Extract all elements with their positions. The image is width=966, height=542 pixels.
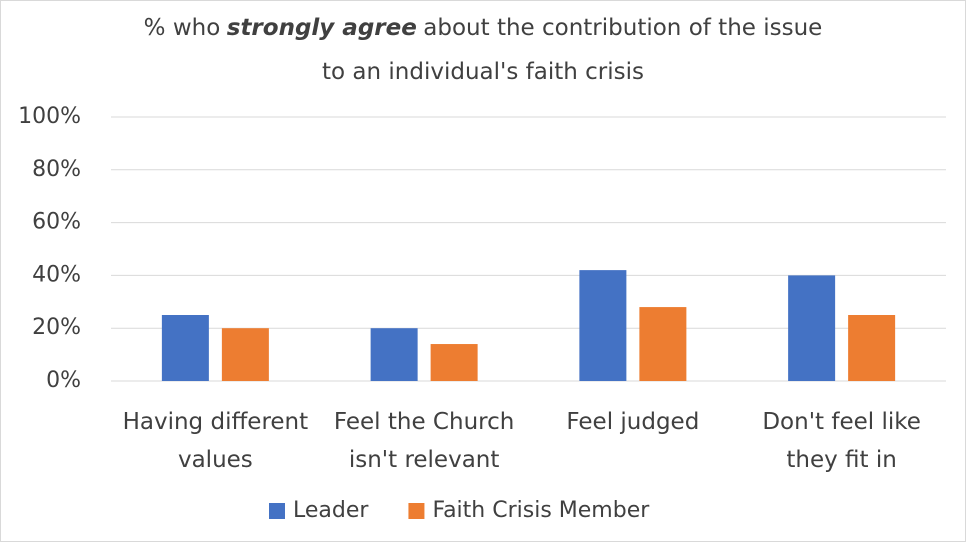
bar	[579, 270, 627, 381]
y-tick-label: 40%	[32, 262, 81, 287]
legend-swatch	[408, 503, 425, 519]
title-emphasis: strongly agree	[226, 15, 417, 41]
bar	[639, 307, 687, 381]
x-tick-label: Feel judged	[566, 409, 700, 435]
y-tick-label: 20%	[32, 315, 81, 340]
y-tick-label: 60%	[32, 210, 81, 235]
chart-title-line: to an individual's faith crisis	[322, 59, 644, 85]
bar	[370, 328, 418, 381]
legend-swatch	[269, 503, 285, 519]
x-tick-label: Having different values	[122, 409, 309, 473]
bar	[221, 328, 269, 381]
y-tick-label: 80%	[32, 157, 81, 182]
legend-label: Faith Crisis Member	[432, 498, 650, 523]
x-tick-label: Don't feel like they fit in	[762, 409, 921, 473]
legend-label: Leader	[293, 498, 369, 523]
chart-title: % who strongly agree about the contributio…	[1, 15, 965, 41]
bar	[161, 315, 209, 381]
y-tick-label: 0%	[46, 368, 81, 393]
bar	[848, 315, 896, 381]
x-tick-label: Feel the Church isn't relevant	[333, 409, 515, 473]
bar	[430, 344, 478, 381]
title-part: % who	[143, 15, 221, 41]
y-tick-label: 100%	[18, 104, 81, 129]
bar	[788, 275, 836, 381]
title-part: about the contribution of the issue	[423, 15, 823, 41]
